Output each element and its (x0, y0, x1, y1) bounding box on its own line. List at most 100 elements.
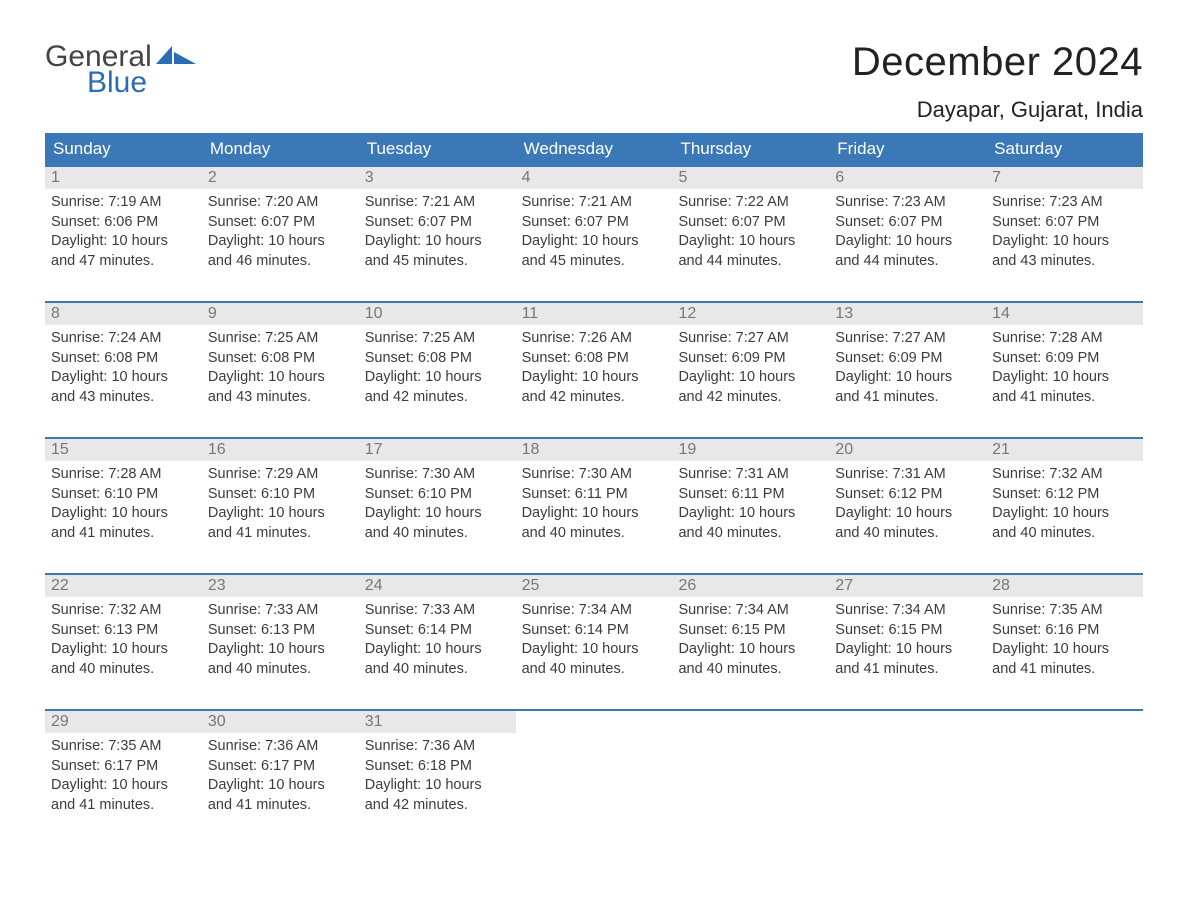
day-number: 22 (45, 575, 202, 597)
day-body: Sunrise: 7:28 AMSunset: 6:10 PMDaylight:… (45, 461, 202, 543)
month-title: December 2024 (852, 40, 1143, 85)
day-cell: 10Sunrise: 7:25 AMSunset: 6:08 PMDayligh… (359, 303, 516, 419)
day-cell: 22Sunrise: 7:32 AMSunset: 6:13 PMDayligh… (45, 575, 202, 691)
week-row: 29Sunrise: 7:35 AMSunset: 6:17 PMDayligh… (45, 709, 1143, 827)
day-cell: 9Sunrise: 7:25 AMSunset: 6:08 PMDaylight… (202, 303, 359, 419)
day-header: Wednesday (516, 133, 673, 165)
sunset-line: Sunset: 6:09 PM (835, 349, 980, 369)
day-body: Sunrise: 7:26 AMSunset: 6:08 PMDaylight:… (516, 325, 673, 407)
day-number: 15 (45, 439, 202, 461)
day-number: 9 (202, 303, 359, 325)
daylight-line: Daylight: 10 hours and 40 minutes. (678, 504, 823, 543)
sunset-line: Sunset: 6:15 PM (678, 621, 823, 641)
day-cell: 29Sunrise: 7:35 AMSunset: 6:17 PMDayligh… (45, 711, 202, 827)
daylight-line: Daylight: 10 hours and 41 minutes. (208, 776, 353, 815)
day-body: Sunrise: 7:32 AMSunset: 6:13 PMDaylight:… (45, 597, 202, 679)
day-number: 8 (45, 303, 202, 325)
day-body: Sunrise: 7:25 AMSunset: 6:08 PMDaylight:… (202, 325, 359, 407)
day-cell: 17Sunrise: 7:30 AMSunset: 6:10 PMDayligh… (359, 439, 516, 555)
sunset-line: Sunset: 6:07 PM (365, 213, 510, 233)
day-body: Sunrise: 7:34 AMSunset: 6:14 PMDaylight:… (516, 597, 673, 679)
daylight-line: Daylight: 10 hours and 44 minutes. (678, 232, 823, 271)
day-number: 5 (672, 167, 829, 189)
sunset-line: Sunset: 6:09 PM (678, 349, 823, 369)
day-cell: 14Sunrise: 7:28 AMSunset: 6:09 PMDayligh… (986, 303, 1143, 419)
sunset-line: Sunset: 6:10 PM (208, 485, 353, 505)
day-number: 18 (516, 439, 673, 461)
sunset-line: Sunset: 6:07 PM (835, 213, 980, 233)
daylight-line: Daylight: 10 hours and 41 minutes. (835, 640, 980, 679)
sunrise-line: Sunrise: 7:26 AM (522, 329, 667, 349)
sunrise-line: Sunrise: 7:23 AM (992, 193, 1137, 213)
sunrise-line: Sunrise: 7:35 AM (992, 601, 1137, 621)
day-number: 21 (986, 439, 1143, 461)
sunset-line: Sunset: 6:07 PM (208, 213, 353, 233)
day-cell: 25Sunrise: 7:34 AMSunset: 6:14 PMDayligh… (516, 575, 673, 691)
sunrise-line: Sunrise: 7:31 AM (835, 465, 980, 485)
daylight-line: Daylight: 10 hours and 45 minutes. (522, 232, 667, 271)
sunrise-line: Sunrise: 7:23 AM (835, 193, 980, 213)
day-cell: 30Sunrise: 7:36 AMSunset: 6:17 PMDayligh… (202, 711, 359, 827)
day-number: 23 (202, 575, 359, 597)
day-number: 2 (202, 167, 359, 189)
sunset-line: Sunset: 6:12 PM (992, 485, 1137, 505)
day-number: 17 (359, 439, 516, 461)
calendar: SundayMondayTuesdayWednesdayThursdayFrid… (45, 133, 1143, 827)
day-body: Sunrise: 7:20 AMSunset: 6:07 PMDaylight:… (202, 189, 359, 271)
day-cell: 13Sunrise: 7:27 AMSunset: 6:09 PMDayligh… (829, 303, 986, 419)
sunrise-line: Sunrise: 7:33 AM (365, 601, 510, 621)
sunrise-line: Sunrise: 7:35 AM (51, 737, 196, 757)
day-body: Sunrise: 7:31 AMSunset: 6:11 PMDaylight:… (672, 461, 829, 543)
day-number: 4 (516, 167, 673, 189)
day-cell: 4Sunrise: 7:21 AMSunset: 6:07 PMDaylight… (516, 167, 673, 283)
day-cell (986, 711, 1143, 827)
sunset-line: Sunset: 6:16 PM (992, 621, 1137, 641)
day-cell (672, 711, 829, 827)
day-number: 25 (516, 575, 673, 597)
day-cell: 15Sunrise: 7:28 AMSunset: 6:10 PMDayligh… (45, 439, 202, 555)
day-body: Sunrise: 7:34 AMSunset: 6:15 PMDaylight:… (672, 597, 829, 679)
day-cell (829, 711, 986, 827)
daylight-line: Daylight: 10 hours and 41 minutes. (51, 504, 196, 543)
day-body: Sunrise: 7:23 AMSunset: 6:07 PMDaylight:… (986, 189, 1143, 271)
day-cell: 7Sunrise: 7:23 AMSunset: 6:07 PMDaylight… (986, 167, 1143, 283)
daylight-line: Daylight: 10 hours and 40 minutes. (835, 504, 980, 543)
logo-word-blue: Blue (87, 66, 147, 100)
week-row: 15Sunrise: 7:28 AMSunset: 6:10 PMDayligh… (45, 437, 1143, 555)
day-body: Sunrise: 7:32 AMSunset: 6:12 PMDaylight:… (986, 461, 1143, 543)
daylight-line: Daylight: 10 hours and 41 minutes. (208, 504, 353, 543)
day-cell: 31Sunrise: 7:36 AMSunset: 6:18 PMDayligh… (359, 711, 516, 827)
sunrise-line: Sunrise: 7:30 AM (522, 465, 667, 485)
sunset-line: Sunset: 6:14 PM (365, 621, 510, 641)
daylight-line: Daylight: 10 hours and 42 minutes. (678, 368, 823, 407)
day-number: 28 (986, 575, 1143, 597)
week-row: 22Sunrise: 7:32 AMSunset: 6:13 PMDayligh… (45, 573, 1143, 691)
daylight-line: Daylight: 10 hours and 45 minutes. (365, 232, 510, 271)
daylight-line: Daylight: 10 hours and 43 minutes. (51, 368, 196, 407)
day-number: 13 (829, 303, 986, 325)
day-number: 11 (516, 303, 673, 325)
day-body: Sunrise: 7:19 AMSunset: 6:06 PMDaylight:… (45, 189, 202, 271)
day-cell: 26Sunrise: 7:34 AMSunset: 6:15 PMDayligh… (672, 575, 829, 691)
daylight-line: Daylight: 10 hours and 40 minutes. (992, 504, 1137, 543)
day-number: 20 (829, 439, 986, 461)
sunrise-line: Sunrise: 7:33 AM (208, 601, 353, 621)
day-cell: 12Sunrise: 7:27 AMSunset: 6:09 PMDayligh… (672, 303, 829, 419)
day-number: 1 (45, 167, 202, 189)
day-cell: 8Sunrise: 7:24 AMSunset: 6:08 PMDaylight… (45, 303, 202, 419)
day-body: Sunrise: 7:21 AMSunset: 6:07 PMDaylight:… (516, 189, 673, 271)
sunset-line: Sunset: 6:07 PM (678, 213, 823, 233)
sunrise-line: Sunrise: 7:24 AM (51, 329, 196, 349)
day-body: Sunrise: 7:28 AMSunset: 6:09 PMDaylight:… (986, 325, 1143, 407)
sunrise-line: Sunrise: 7:34 AM (522, 601, 667, 621)
daylight-line: Daylight: 10 hours and 40 minutes. (51, 640, 196, 679)
daylight-line: Daylight: 10 hours and 47 minutes. (51, 232, 196, 271)
day-header: Tuesday (359, 133, 516, 165)
daylight-line: Daylight: 10 hours and 40 minutes. (365, 640, 510, 679)
sunrise-line: Sunrise: 7:32 AM (51, 601, 196, 621)
day-body: Sunrise: 7:29 AMSunset: 6:10 PMDaylight:… (202, 461, 359, 543)
sunrise-line: Sunrise: 7:21 AM (522, 193, 667, 213)
week-row: 8Sunrise: 7:24 AMSunset: 6:08 PMDaylight… (45, 301, 1143, 419)
daylight-line: Daylight: 10 hours and 44 minutes. (835, 232, 980, 271)
day-number: 12 (672, 303, 829, 325)
